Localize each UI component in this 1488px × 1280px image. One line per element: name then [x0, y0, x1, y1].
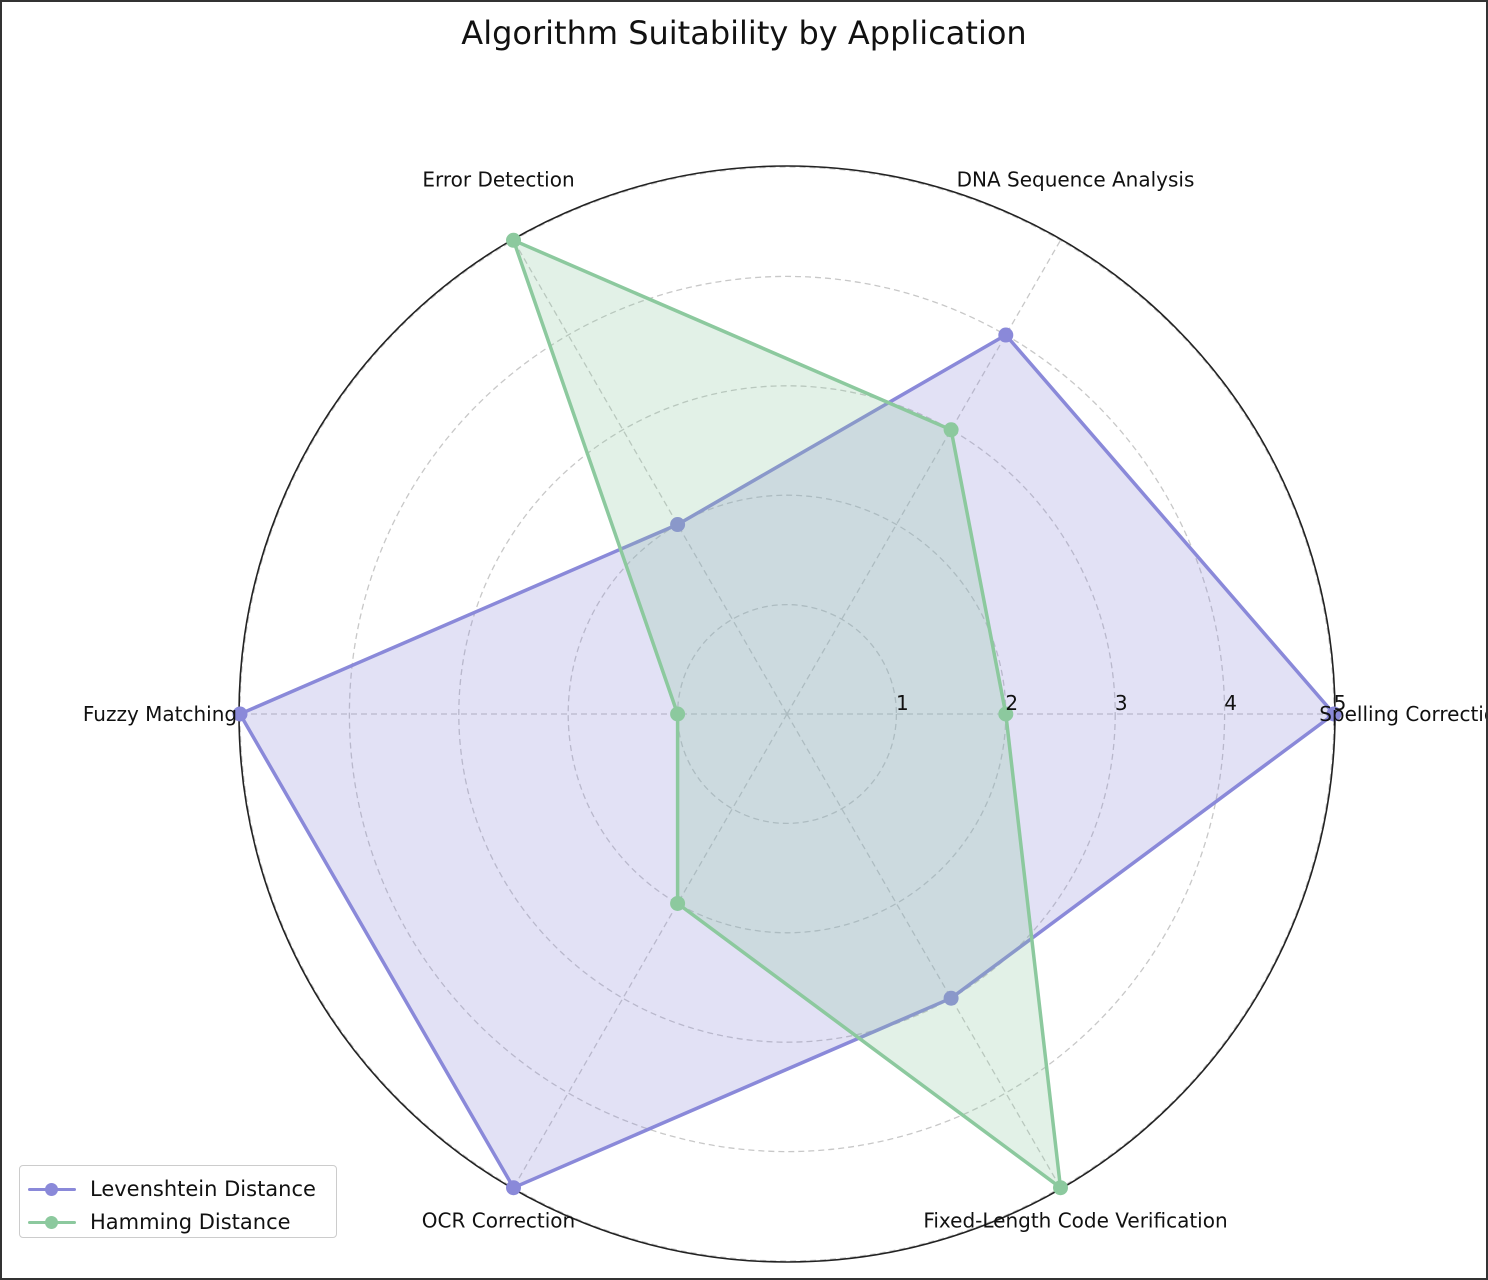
radial-tick-3: 3 — [1115, 691, 1128, 715]
grid-ring-4 — [348, 275, 1226, 1153]
data-point-hamming-0 — [998, 706, 1014, 722]
data-point-hamming-5 — [1053, 1180, 1068, 1196]
data-point-levenshtein-4 — [506, 1180, 521, 1196]
grid-ring-3 — [458, 385, 1116, 1043]
legend-label-levenshtein: Levenshtein Distance — [90, 1176, 316, 1201]
grid-spoke-4 — [512, 713, 788, 1189]
radial-tick-5: 5 — [1334, 691, 1347, 715]
series-fill-levenshtein — [240, 335, 1334, 1188]
data-point-levenshtein-1 — [998, 327, 1014, 343]
legend-swatch-hamming — [28, 1212, 76, 1232]
legend-item-levenshtein: Levenshtein Distance — [28, 1172, 326, 1205]
data-point-levenshtein-5 — [943, 990, 959, 1006]
category-label-0: Spelling Correction — [1319, 702, 1486, 726]
legend-swatch-levenshtein — [28, 1179, 76, 1199]
data-point-hamming-2 — [506, 232, 521, 248]
data-point-hamming-1 — [943, 422, 959, 438]
category-label-5: Fixed-Length Code Verification — [923, 1209, 1227, 1233]
data-point-hamming-3 — [670, 706, 686, 722]
data-point-levenshtein-2 — [670, 517, 686, 533]
series-layer — [232, 232, 1342, 1196]
grid-spoke-5 — [786, 713, 1062, 1189]
grid-spoke-2 — [512, 239, 788, 715]
radial-tick-4: 4 — [1224, 691, 1237, 715]
category-label-4: OCR Correction — [422, 1209, 575, 1233]
series-fill-hamming — [513, 240, 1061, 1188]
category-label-2: Error Detection — [422, 167, 574, 191]
data-point-hamming-4 — [670, 895, 686, 911]
radial-tick-1: 1 — [896, 691, 909, 715]
category-label-1: DNA Sequence Analysis — [957, 167, 1195, 191]
data-point-levenshtein-3 — [232, 706, 248, 722]
grid-spoke-1 — [786, 239, 1062, 715]
legend: Levenshtein Distance Hamming Distance — [19, 1165, 337, 1238]
legend-label-hamming: Hamming Distance — [90, 1209, 291, 1234]
legend-item-hamming: Hamming Distance — [28, 1205, 326, 1238]
radial-tick-2: 2 — [1005, 691, 1018, 715]
chart-title: Algorithm Suitability by Application — [461, 14, 1027, 52]
data-point-levenshtein-0 — [1326, 706, 1342, 722]
category-label-3: Fuzzy Matching — [83, 702, 237, 726]
